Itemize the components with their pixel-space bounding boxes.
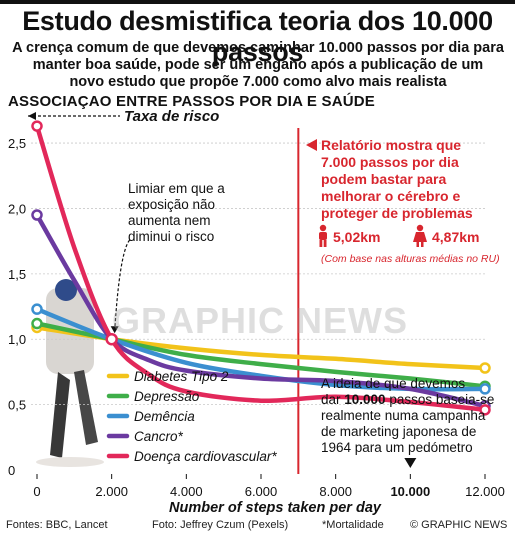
idea-text-line: realmente numa campanha <box>321 408 486 423</box>
y-tick-label: 1,0 <box>8 332 26 347</box>
threshold-leader <box>114 239 131 332</box>
distance-note: (Com base nas alturas médias no RU) <box>321 253 500 265</box>
threshold-text-line: diminui o risco <box>128 229 214 244</box>
x-tick-label: 10.000 <box>390 484 430 499</box>
threshold-text-line: aumenta nem <box>128 213 211 228</box>
subtitle: A crença comum de que devemos caminhar 1… <box>8 40 508 91</box>
idea-text-line: de marketing japonesa de <box>321 424 476 439</box>
legend-label: Depressão <box>134 389 200 404</box>
series-start-point <box>31 209 43 221</box>
male-distance: 5,02km <box>333 229 380 245</box>
photo-head <box>55 279 77 301</box>
report-text-line: 7.000 passos por dia <box>321 154 459 170</box>
report-text-line: podem bastar para <box>321 171 446 187</box>
report-text-line: Relatório mostra que <box>321 137 461 153</box>
risk-rate-label: Taxa de risco <box>124 108 219 125</box>
x-tick-label: 12.000 <box>465 484 505 499</box>
threshold-point <box>105 332 118 346</box>
male-icon-body <box>319 232 327 240</box>
legend-label: Demência <box>134 409 195 424</box>
sources-note: Fontes: BBC, Lancet <box>6 519 108 531</box>
x-axis-label: Number of steps taken per day <box>169 500 382 516</box>
series-end-point <box>479 383 491 395</box>
photo-leg-right <box>74 370 98 445</box>
idea-text-span: A ideia de que devemos <box>321 376 465 391</box>
idea-text-span: realmente numa campanha <box>321 408 486 423</box>
watermark: GRAPHIC NEWS <box>112 300 408 341</box>
threshold-arrowhead <box>110 326 119 334</box>
report-text-line: melhorar o cérebro e <box>321 188 460 204</box>
y-tick-label: 1,5 <box>8 267 26 282</box>
female-icon-leg <box>416 242 419 247</box>
male-icon-leg <box>319 240 323 247</box>
y-tick-label: 2,5 <box>8 136 26 151</box>
marker-10000-arrow <box>404 458 417 468</box>
idea-text-line: dar 10.000 passos baseia-se <box>321 392 494 407</box>
photo-shadow <box>36 457 104 467</box>
series-end-point <box>479 404 491 416</box>
photo-credit: Foto: Jeffrey Czum (Pexels) <box>152 519 289 531</box>
idea-text-line: A ideia de que devemos <box>321 376 465 391</box>
risk-label-arrowhead <box>28 112 36 120</box>
section-label: ASSOCIAÇAO ENTRE PASSOS POR DIA E SAÚDE <box>8 93 376 110</box>
photo-leg-left <box>50 372 70 458</box>
x-tick-label: 6.000 <box>245 484 278 499</box>
series-line <box>34 212 488 409</box>
series-line <box>34 123 488 413</box>
x-tick-label: 4.000 <box>170 484 203 499</box>
x-tick-label: 2.000 <box>95 484 128 499</box>
idea-text-span: 10.000 <box>344 392 385 407</box>
idea-text-span: dar <box>321 392 344 407</box>
series-start-point <box>31 317 43 330</box>
copyright: © GRAPHIC NEWS <box>410 519 508 531</box>
male-icon-head <box>319 224 327 232</box>
report-text-line: proteger de problemas <box>321 205 473 221</box>
idea-text-span: 1964 para um pedómetro <box>321 440 473 455</box>
idea-text-line: 1964 para um pedómetro <box>321 440 473 455</box>
legend-label: Doença cardiovascular* <box>134 449 277 464</box>
y-tick-label: 0,5 <box>8 398 26 413</box>
subtitle-line: novo estudo que propõe 7.000 como alvo m… <box>69 74 447 90</box>
legend-label: Cancro* <box>134 429 184 444</box>
report-pointer-icon <box>306 139 317 151</box>
x-tick-label: 0 <box>33 484 40 499</box>
series-start-point <box>31 120 43 132</box>
series-end-point <box>479 362 491 374</box>
mortality-note: *Mortalidade <box>322 519 384 531</box>
female-icon-leg <box>421 242 424 247</box>
x-tick-label: 8.000 <box>319 484 352 499</box>
subtitle-line: A crença comum de que devemos caminhar 1… <box>12 40 504 56</box>
y-tick-label: 0 <box>8 463 15 478</box>
series-start-point <box>31 303 43 315</box>
female-distance: 4,87km <box>432 229 479 245</box>
idea-text-span: passos baseia-se <box>386 392 495 407</box>
legend-label: Diabetes Tipo 2 <box>134 369 229 384</box>
idea-text-span: de marketing japonesa de <box>321 424 476 439</box>
male-icon-leg <box>323 240 327 247</box>
top-rule <box>0 0 515 4</box>
female-icon-dress <box>413 232 427 242</box>
page-title: Estudo desmistifica teoria dos 10.000 pa… <box>22 6 493 67</box>
threshold-text-line: Limiar em que a <box>128 181 225 196</box>
subtitle-line: manter boa saúde, pode ser um engano apó… <box>32 57 484 73</box>
threshold-text-line: exposição não <box>128 197 215 212</box>
y-tick-label: 2,0 <box>8 201 26 216</box>
female-icon-head <box>416 224 424 232</box>
